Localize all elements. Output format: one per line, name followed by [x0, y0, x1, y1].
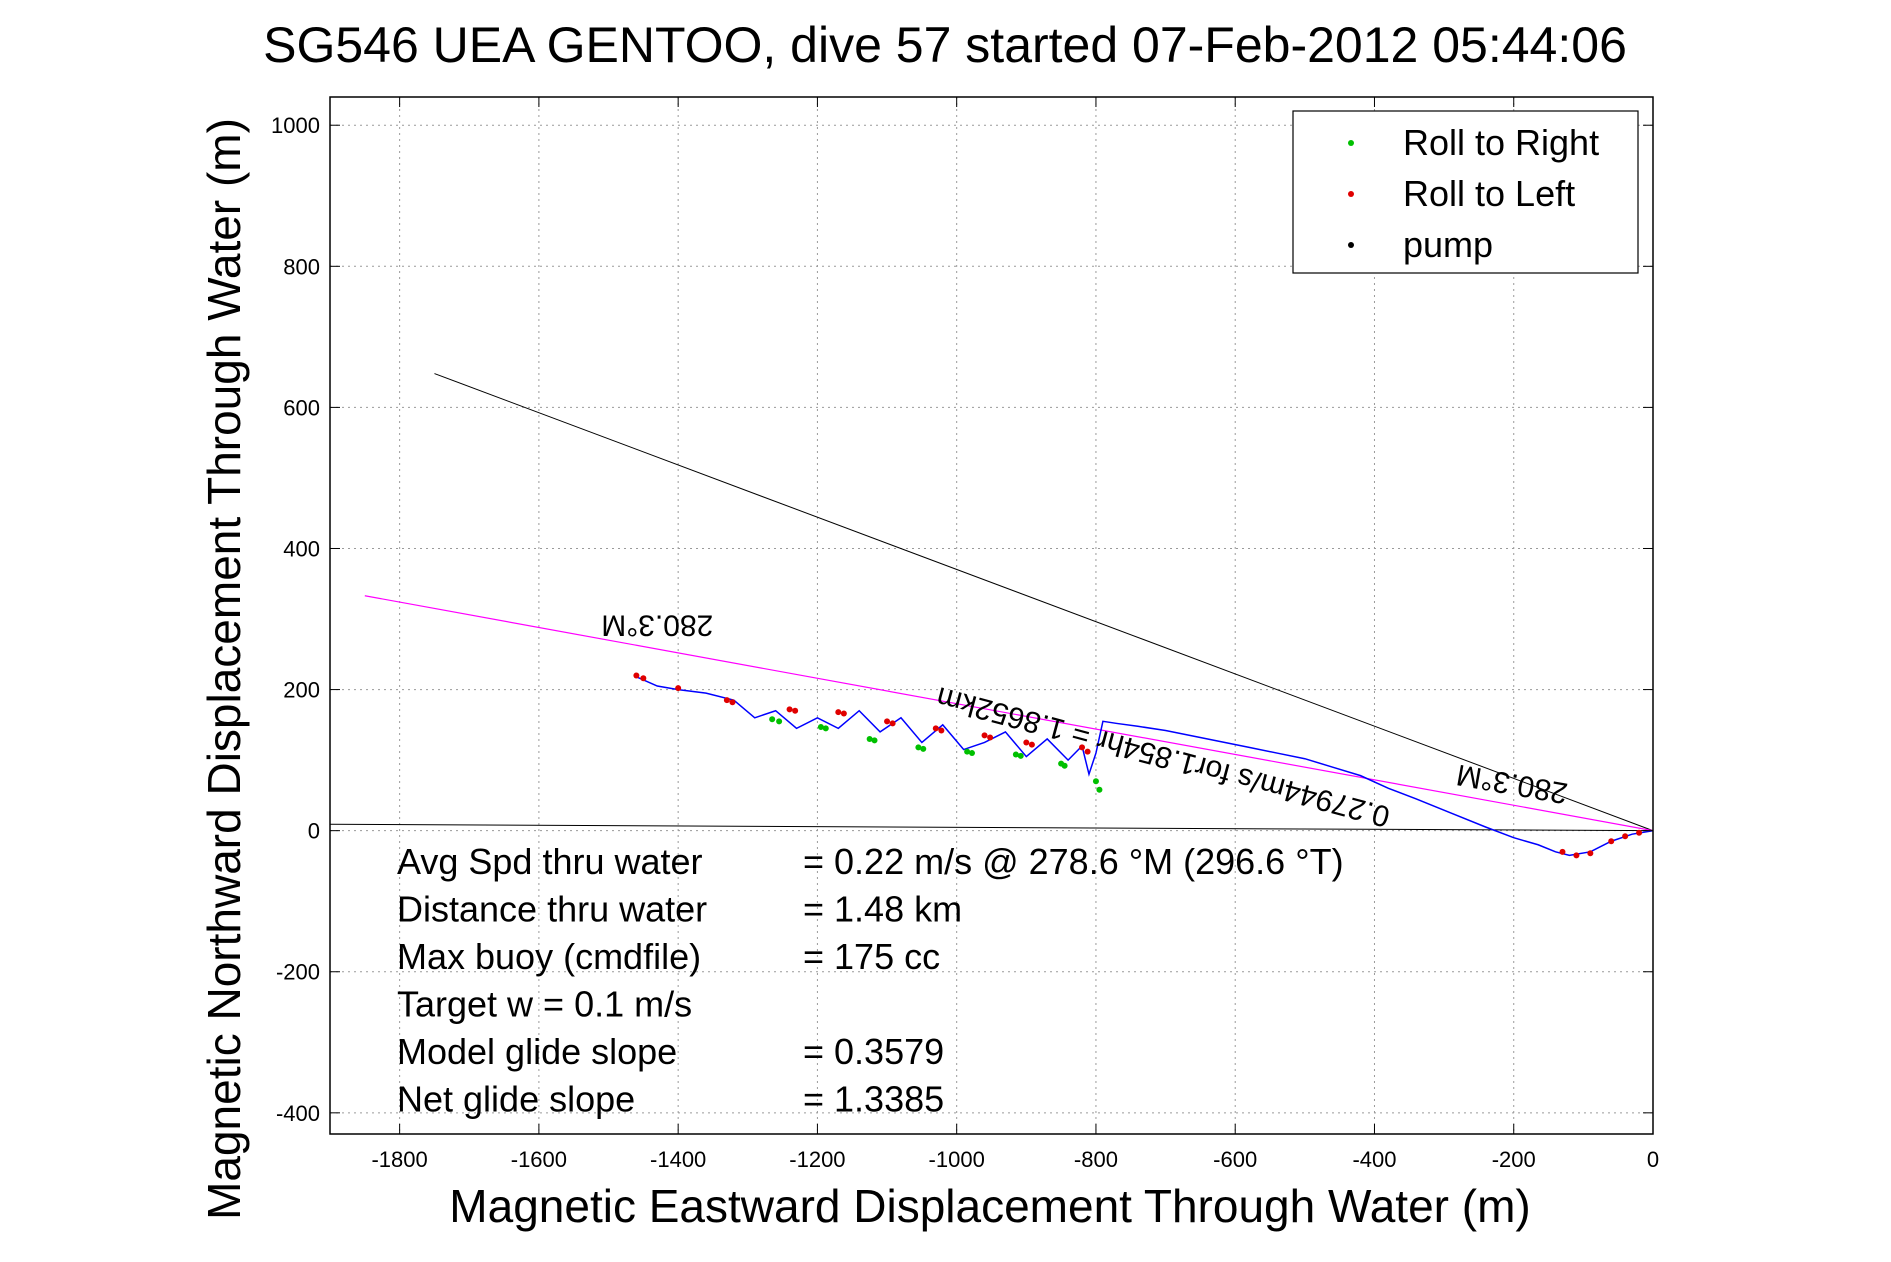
legend-label: Roll to Left: [1403, 173, 1575, 214]
roll-left-point: [840, 710, 847, 717]
roll-left-point: [640, 675, 647, 682]
roll-left-point: [932, 725, 939, 732]
roll-left-point: [675, 685, 682, 692]
legend-marker: [1348, 140, 1354, 146]
x-tick-label: -1200: [789, 1147, 845, 1172]
roll-left-point: [723, 697, 730, 704]
legend-label: Roll to Right: [1403, 122, 1599, 163]
zero-line: [329, 823, 1654, 832]
x-axis-label: Magnetic Eastward Displacement Through W…: [449, 1180, 1530, 1232]
stat-label: Max buoy (cmdfile): [397, 936, 701, 977]
roll-right-point: [969, 750, 976, 757]
x-tick-label: -200: [1492, 1147, 1536, 1172]
stat-label: Model glide slope: [397, 1031, 677, 1072]
roll-left-point: [1587, 850, 1594, 857]
roll-left-point: [729, 699, 736, 706]
roll-right-point: [920, 745, 927, 752]
stat-label: Distance thru water: [397, 889, 707, 930]
y-axis-label: Magnetic Northward Displacement Through …: [198, 118, 250, 1220]
chart-title: SG546 UEA GENTOO, dive 57 started 07-Feb…: [263, 17, 1627, 73]
y-tick-label: 800: [283, 254, 320, 279]
roll-right-point: [817, 723, 824, 730]
plot-annotation: 280.3°M: [601, 609, 713, 642]
x-tick-label: -1800: [371, 1147, 427, 1172]
roll-left-point: [981, 732, 988, 739]
x-tick-label: -1000: [929, 1147, 985, 1172]
reference-lines: [329, 373, 1654, 832]
roll-right-point: [964, 748, 971, 755]
roll-left-point: [792, 707, 799, 714]
x-tick-label: -1600: [511, 1147, 567, 1172]
roll-right-point: [1012, 751, 1019, 758]
roll-left-point: [1559, 848, 1566, 855]
y-tick-label: 600: [283, 395, 320, 420]
x-tick-label: 0: [1647, 1147, 1659, 1172]
roll-left-point: [1079, 744, 1086, 751]
roll-right-point: [1092, 778, 1099, 785]
stat-label: Net glide slope: [397, 1079, 635, 1120]
heading-line: [364, 595, 1654, 832]
roll-left-point: [1023, 739, 1030, 746]
roll-right-point: [776, 718, 783, 725]
stat-label: Avg Spd thru water: [397, 841, 703, 882]
stat-value: = 175 cc: [803, 936, 940, 977]
x-tick-label: -600: [1213, 1147, 1257, 1172]
roll-right-point: [871, 737, 878, 744]
roll-left-point: [1608, 838, 1615, 845]
roll-right-point: [1061, 762, 1068, 769]
roll-left-point: [633, 672, 640, 679]
stat-value: = 0.22 m/s @ 278.6 °M (296.6 °T): [803, 841, 1344, 882]
roll-right-point: [822, 725, 829, 732]
stat-label: Target w = 0.1 m/s: [397, 984, 692, 1025]
legend-marker: [1348, 242, 1354, 248]
grid: [330, 97, 1654, 1134]
stats-box: Avg Spd thru water = 0.22 m/s @ 278.6 °M …: [397, 841, 1344, 1120]
y-axis-ticks: -400 -200 0 200 400 600 800 1000: [271, 113, 1653, 1126]
roll-right-point: [915, 744, 922, 751]
roll-markers: [633, 672, 1643, 859]
legend-marker: [1348, 191, 1354, 197]
legend-label: pump: [1403, 224, 1493, 265]
roll-right-point: [769, 716, 776, 723]
x-tick-label: -1400: [650, 1147, 706, 1172]
legend: Roll to Right Roll to Left pump: [1292, 110, 1639, 274]
x-tick-label: -400: [1352, 1147, 1396, 1172]
track-layer: [636, 676, 1654, 857]
glider-track-line: [636, 676, 1654, 857]
roll-right-point: [866, 735, 873, 742]
y-tick-label: 0: [308, 819, 320, 844]
y-tick-label: 200: [283, 678, 320, 703]
roll-left-point: [1636, 829, 1643, 836]
plot-frame: [329, 96, 1654, 1135]
roll-left-point: [884, 718, 891, 725]
roll-right-point: [1017, 752, 1024, 759]
roll-left-point: [1084, 748, 1091, 755]
x-tick-label: -800: [1074, 1147, 1118, 1172]
roll-left-point: [1028, 741, 1035, 748]
roll-left-point: [987, 734, 994, 741]
x-axis-ticks: -1800 -1600 -1400 -1200 -1000 -800 -600 -400 -20…: [371, 97, 1659, 1172]
y-tick-label: -400: [276, 1101, 320, 1126]
roll-left-point: [1573, 852, 1580, 859]
y-tick-label: 400: [283, 536, 320, 561]
y-tick-label: -200: [276, 960, 320, 985]
roll-left-point: [835, 709, 842, 716]
roll-right-point: [1096, 786, 1103, 793]
roll-left-point: [1622, 833, 1629, 840]
stat-value: = 1.3385: [803, 1079, 944, 1120]
stat-value: = 1.48 km: [803, 889, 962, 930]
roll-left-point: [889, 720, 896, 727]
roll-left-point: [786, 706, 793, 713]
y-tick-label: 1000: [271, 113, 320, 138]
roll-left-point: [938, 727, 945, 734]
current-line: [434, 373, 1654, 832]
stat-value: = 0.3579: [803, 1031, 944, 1072]
